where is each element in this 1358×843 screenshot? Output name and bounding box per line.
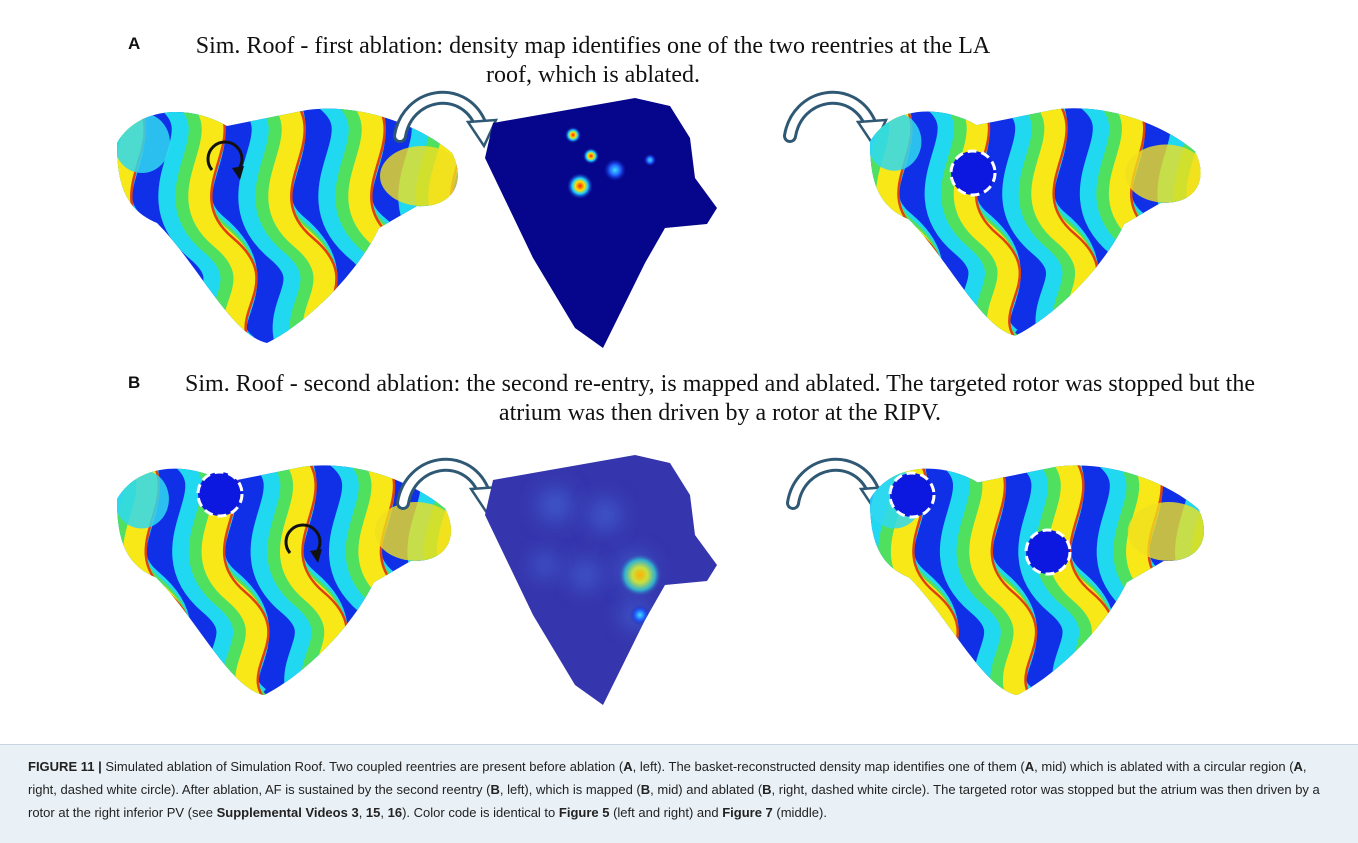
density-spot [630,605,650,625]
caption-text: Figure 7 [722,805,773,820]
density-spot [604,159,626,181]
density-spot [583,148,599,164]
caption-text: A [1294,759,1303,774]
atrium-surface [107,445,510,710]
caption-text: , mid) and ablated ( [650,782,762,797]
vein [380,146,464,206]
ablation-circle [890,473,934,517]
density-map [485,455,717,705]
wave [417,88,477,358]
caption-text: ). Color code is identical to [402,805,559,820]
density-shape [485,98,717,348]
figure-images [0,0,1358,740]
wave [439,445,498,710]
maps [97,88,1278,710]
caption-text: 15 [366,805,380,820]
caption-text: B [490,782,499,797]
caption-text: , mid) which is ablated with a circular … [1034,759,1293,774]
density-haze [559,549,611,601]
density-haze [523,543,567,587]
caption-text: A [1025,759,1034,774]
curved-arrow [790,98,886,146]
wave [1193,445,1252,710]
atrium-map [860,88,1259,350]
vein [114,113,170,173]
vein [1128,502,1210,561]
caption-text: (middle). [773,805,827,820]
caption-text: 16 [388,805,402,820]
caption-text: , left), which is mapped ( [500,782,641,797]
wave [1201,88,1259,350]
wave [1219,445,1278,710]
caption-text: B [762,782,771,797]
caption-text: Figure 5 [559,805,610,820]
wave [1201,445,1260,710]
density-spot [618,553,662,597]
wave [1176,88,1234,350]
caption-text: , [359,805,366,820]
caption: FIGURE 11 | Simulated ablation of Simula… [0,744,1358,843]
caption-text: FIGURE 11 | [28,759,102,774]
caption-text: A [623,759,632,774]
caption-text: , [380,805,387,820]
atrium-surface [97,88,503,358]
density-haze [525,475,585,535]
ablation-circle [1026,530,1070,574]
wave [1189,88,1247,350]
atrium-map [107,445,510,710]
atrium-map [97,88,503,358]
ablation-circle [198,472,242,516]
caption-text: B [641,782,650,797]
density-map [485,98,717,348]
vein [375,502,457,561]
wave [1207,445,1266,710]
density-spot [644,154,656,166]
caption-text: , left). The basket-reconstructed densit… [633,759,1025,774]
vein [1125,145,1206,203]
density-haze [577,487,633,543]
caption-text: Supplemental Videos 3 [217,805,359,820]
density-spot [567,173,593,199]
density-spot [565,127,581,143]
caption-text: Simulated ablation of Simulation Roof. T… [102,759,624,774]
atrium-surface [860,88,1259,350]
wave [1183,88,1241,350]
page: A Sim. Roof - first ablation: density ma… [0,0,1358,843]
vein [114,470,169,529]
caption-text: (left and right) and [609,805,722,820]
ablation-circle [951,151,995,195]
